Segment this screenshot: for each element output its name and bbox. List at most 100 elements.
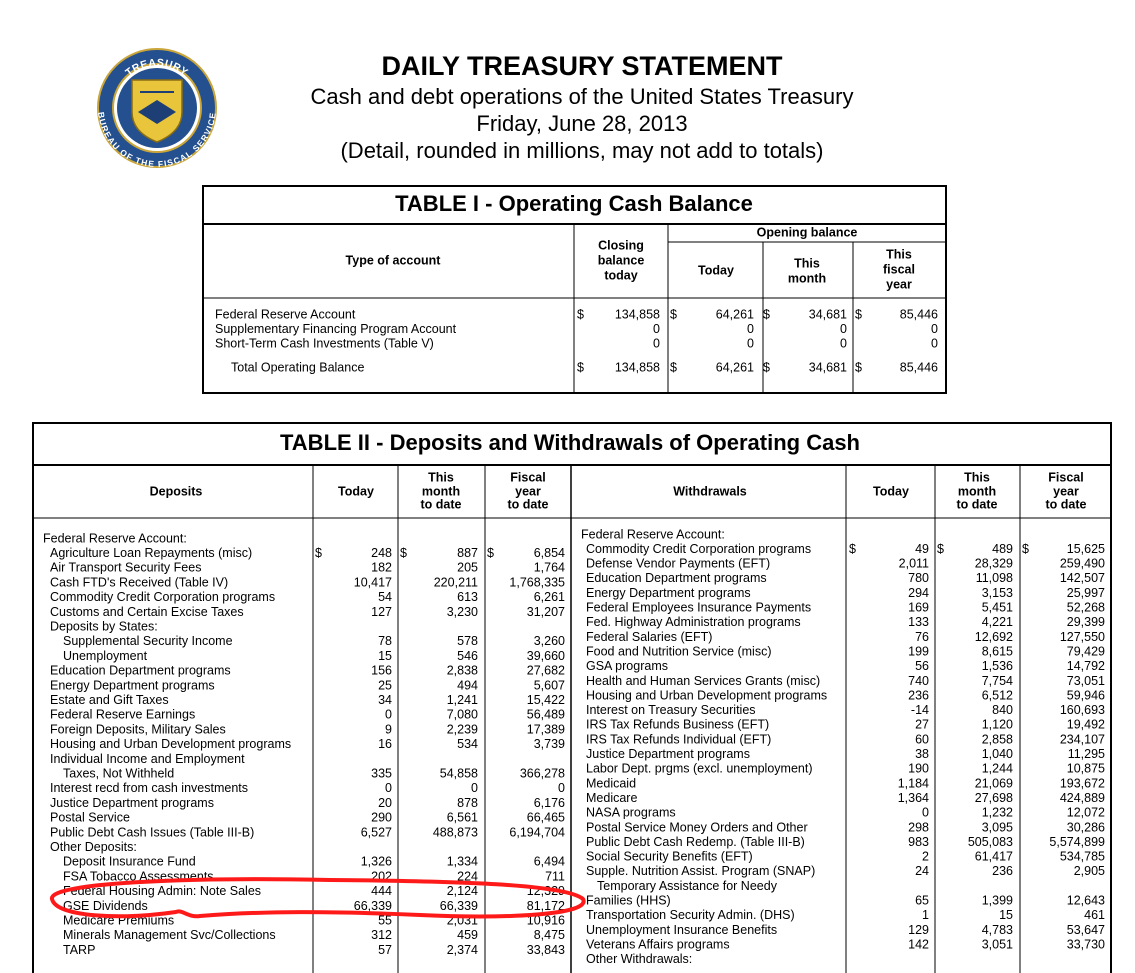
cell-value: 1,764 <box>534 561 565 575</box>
row-label: Foreign Deposits, Military Sales <box>50 722 226 736</box>
cell-value: 57 <box>378 943 392 957</box>
cell-value: 205 <box>457 561 478 575</box>
column-header: Closing <box>598 238 644 252</box>
cell-value: 66,339 <box>440 899 478 913</box>
red-annotation <box>50 877 586 919</box>
cell-value: 85,446 <box>900 307 938 321</box>
cell-value: 0 <box>385 781 392 795</box>
cell-value: 461 <box>1084 908 1105 922</box>
cell-value: 4,783 <box>982 923 1013 937</box>
cell-value: 259,490 <box>1060 557 1105 571</box>
column-header: year <box>515 484 541 498</box>
cell-value: 34 <box>378 693 392 707</box>
cell-value: 1,364 <box>898 791 929 805</box>
column-header: fiscal <box>883 262 915 276</box>
cell-value: 17,389 <box>527 722 565 736</box>
cell-value: 1,120 <box>982 718 1013 732</box>
row-label: Postal Service Money Orders and Other <box>586 820 808 834</box>
cell-value: 127,550 <box>1060 630 1105 644</box>
cell-value: 54,858 <box>440 766 478 780</box>
column-header: Fiscal <box>510 470 545 484</box>
cell-value: 78 <box>378 634 392 648</box>
cell-value: 24 <box>915 864 929 878</box>
cell-value: 15 <box>999 908 1013 922</box>
cell-value: 366,278 <box>520 766 565 780</box>
cell-value: 3,153 <box>982 586 1013 600</box>
cell-value: 129 <box>908 923 929 937</box>
row-label: Veterans Affairs programs <box>586 937 730 951</box>
cell-value: 9 <box>385 722 392 736</box>
cell-value: 16 <box>378 737 392 751</box>
row-label: Education Department programs <box>586 571 767 585</box>
cell-value: 1,040 <box>982 747 1013 761</box>
row-label: Federal Housing Admin: Note Sales <box>63 884 261 898</box>
cell-value: 1,232 <box>982 806 1013 820</box>
cell-value: 505,083 <box>968 835 1013 849</box>
cell-value: 534,785 <box>1060 850 1105 864</box>
cell-value: 6,176 <box>534 796 565 810</box>
cell-value: 20 <box>378 796 392 810</box>
column-header: month <box>958 484 996 498</box>
cell-value: 6,854 <box>534 546 565 560</box>
column-header: This <box>964 470 990 484</box>
cell-value: 578 <box>457 634 478 648</box>
cell-value: 220,211 <box>434 575 478 589</box>
cell-value: 6,527 <box>361 825 392 839</box>
row-label: Supplementary Financing Program Account <box>215 322 457 336</box>
cell-value: 79,429 <box>1067 644 1105 658</box>
row-label: Supple. Nutrition Assist. Program (SNAP) <box>586 864 815 878</box>
cell-value: 6,261 <box>534 590 565 604</box>
cell-value: 298 <box>908 820 929 834</box>
column-header: Withdrawals <box>673 484 747 498</box>
row-label: Food and Nutrition Service (misc) <box>586 644 771 658</box>
row-label: Social Security Benefits (EFT) <box>586 850 753 864</box>
row-label: Agriculture Loan Repayments (misc) <box>50 546 252 560</box>
cell-value: 0 <box>747 336 754 350</box>
cell-value: 1,184 <box>898 776 929 790</box>
cell-value: 59,946 <box>1067 688 1105 702</box>
cell-value: 6,561 <box>447 811 478 825</box>
currency-sign: $ <box>315 546 322 560</box>
cell-value: 887 <box>457 546 478 560</box>
cell-value: 488,873 <box>433 825 478 839</box>
cell-value: 546 <box>457 649 478 663</box>
cell-value: 61,417 <box>975 850 1013 864</box>
column-header: to date <box>1046 497 1087 511</box>
column-header: Opening balance <box>757 225 858 239</box>
column-header: month <box>422 484 460 498</box>
cell-value: 33,730 <box>1067 937 1105 951</box>
row-label: Justice Department programs <box>586 747 750 761</box>
cell-value: 2,124 <box>447 884 478 898</box>
cell-value: 31,207 <box>527 605 565 619</box>
cell-value: 134,858 <box>615 307 660 321</box>
cell-value: 14,792 <box>1067 659 1105 673</box>
cell-value: 494 <box>457 678 478 692</box>
row-label: Taxes, Not Withheld <box>63 766 174 780</box>
cell-value: 5,574,899 <box>1049 835 1105 849</box>
row-label: Commodity Credit Corporation programs <box>50 590 275 604</box>
cell-value: 11,098 <box>976 571 1013 585</box>
cell-value: 6,512 <box>982 688 1013 702</box>
row-label: GSA programs <box>586 659 668 673</box>
cell-value: 1 <box>922 908 929 922</box>
cell-value: 34,681 <box>809 360 847 374</box>
cell-value: 38 <box>915 747 929 761</box>
row-label: Fed. Highway Administration programs <box>586 615 801 629</box>
cell-value: 3,051 <box>982 937 1013 951</box>
cell-value: 60 <box>915 732 929 746</box>
cell-value: 5,607 <box>534 678 565 692</box>
cell-value: 182 <box>371 561 392 575</box>
cell-value: 169 <box>908 601 929 615</box>
cell-value: 76 <box>915 630 929 644</box>
cell-value: 335 <box>371 766 392 780</box>
cell-value: 248 <box>371 546 392 560</box>
column-header: Today <box>338 484 374 498</box>
table1-title: TABLE I - Operating Cash Balance <box>395 191 753 216</box>
table2-frame <box>32 422 1112 973</box>
row-label: Medicaid <box>586 776 636 790</box>
row-label: Minerals Management Svc/Collections <box>63 928 276 942</box>
column-header: to date <box>957 497 998 511</box>
cell-value: 12,643 <box>1067 894 1105 908</box>
cell-value: 234,107 <box>1060 732 1105 746</box>
